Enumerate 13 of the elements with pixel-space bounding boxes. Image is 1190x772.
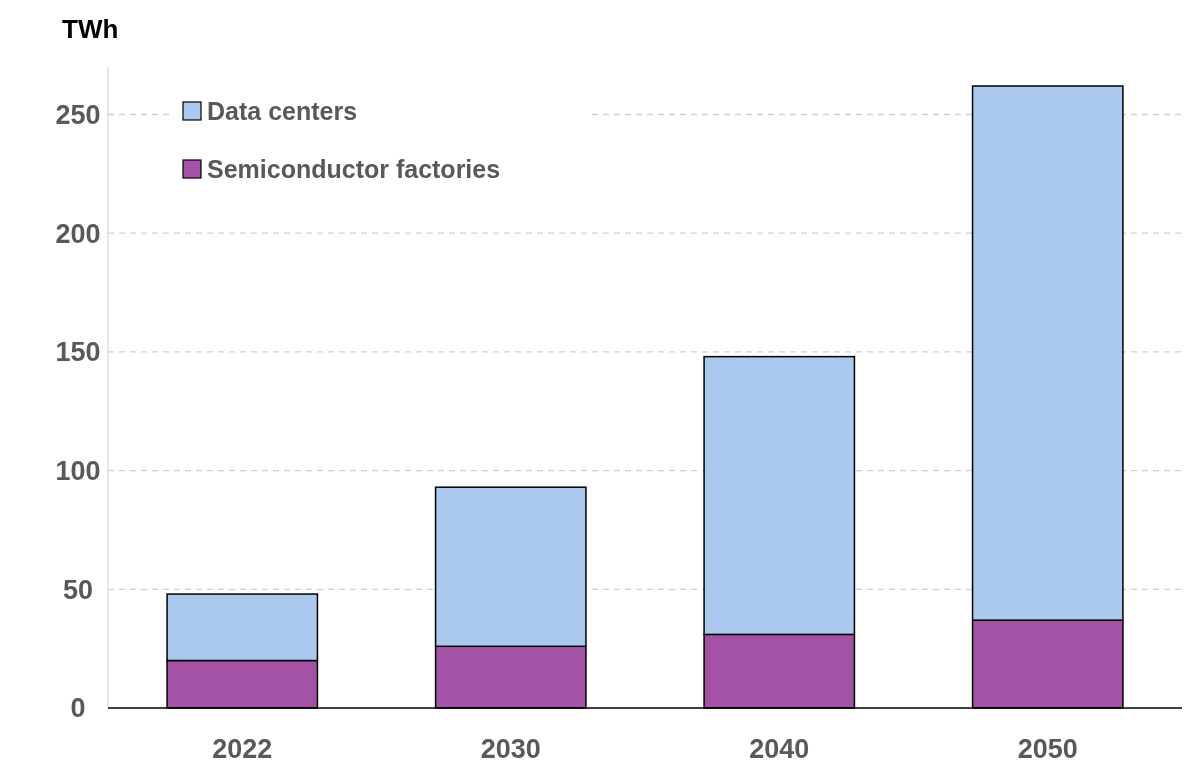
y-tick-label: 200 (55, 218, 101, 249)
y-tick-label: 50 (62, 574, 94, 605)
legend-label: Semiconductor factories (207, 154, 501, 183)
x-tick-label: 2022 (212, 734, 273, 764)
y-tick-label: 250 (55, 99, 101, 130)
x-tick-label: 2030 (480, 734, 541, 764)
legend-label: Data centers (207, 96, 358, 125)
y-tick-label: 0 (70, 693, 86, 724)
y-tick-label: 150 (55, 337, 101, 368)
y-tick-label: 100 (55, 456, 101, 487)
x-tick-label: 2040 (749, 734, 810, 764)
y-axis-title: TWh (62, 14, 119, 44)
x-tick-label: 2050 (1017, 734, 1078, 764)
